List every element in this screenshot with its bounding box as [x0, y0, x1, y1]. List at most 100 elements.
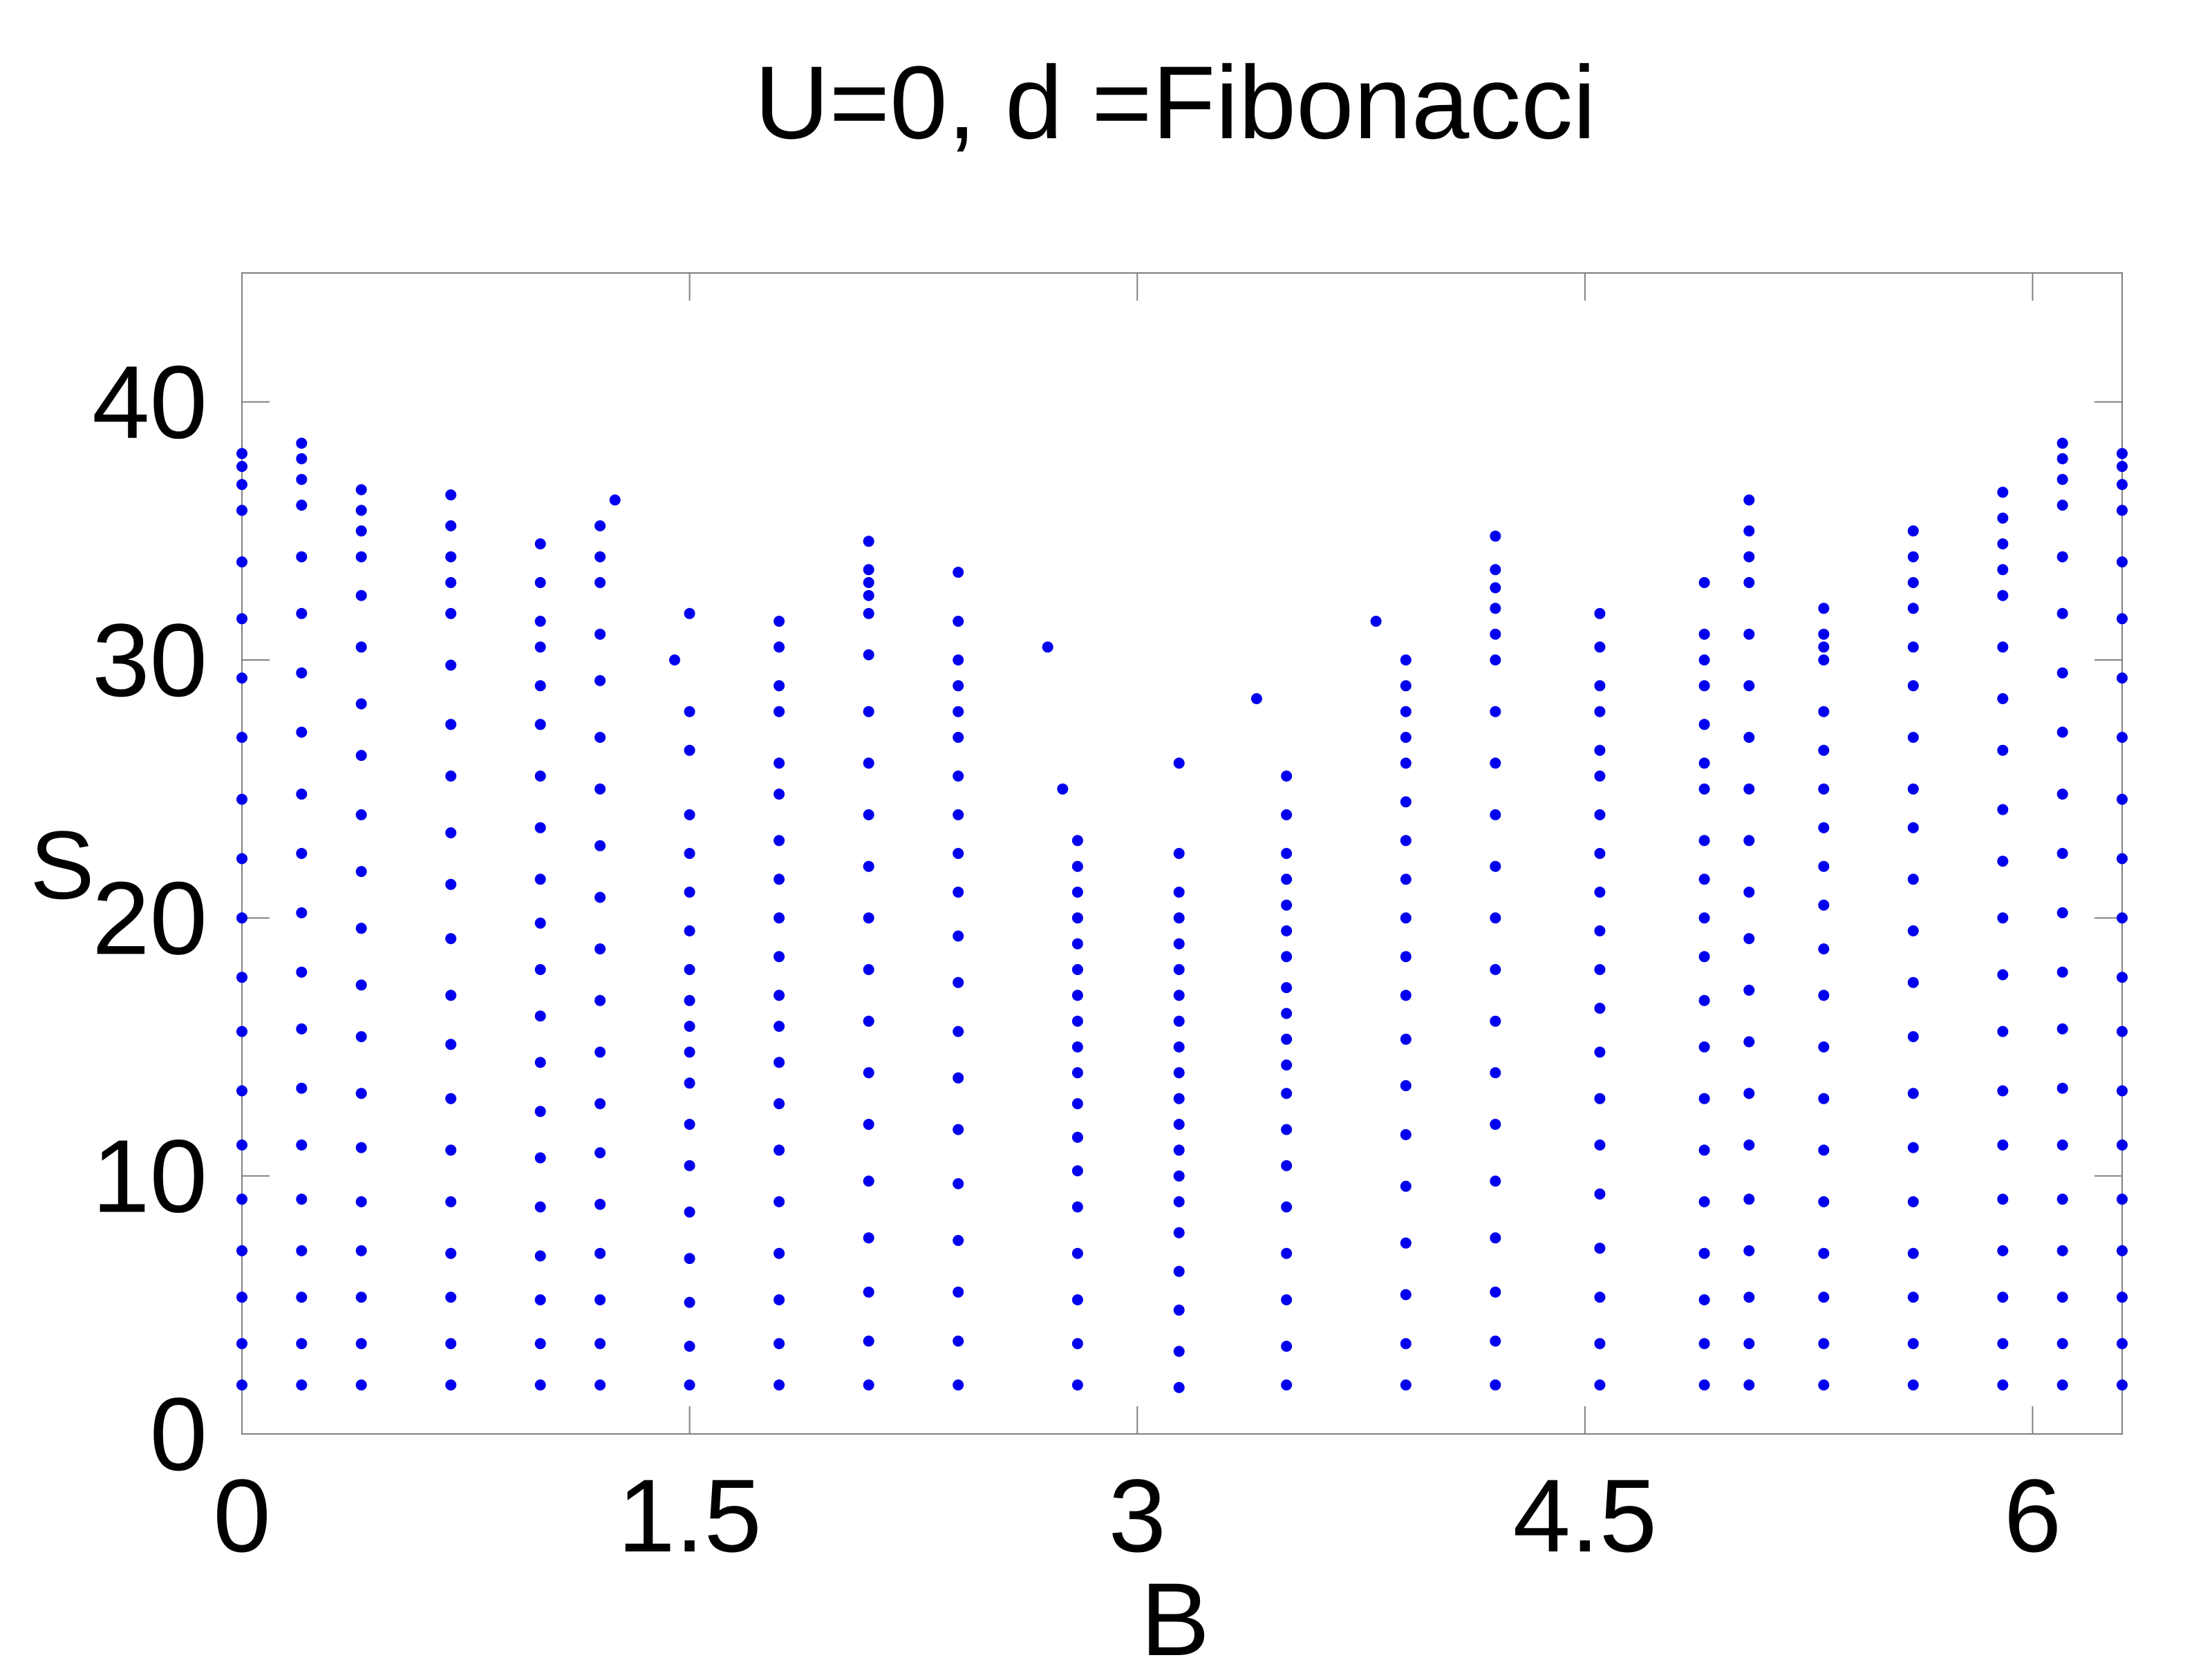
data-point: [953, 771, 964, 782]
data-point: [1698, 783, 1710, 795]
data-point: [863, 649, 874, 661]
data-point: [1400, 1129, 1412, 1140]
data-point: [1818, 654, 1830, 665]
data-point: [1490, 706, 1501, 717]
data-point: [445, 577, 457, 588]
data-point: [1594, 1139, 1606, 1151]
data-point: [1071, 860, 1083, 872]
data-point: [1907, 1196, 1919, 1207]
data-point: [1490, 1286, 1501, 1298]
data-point: [1071, 1098, 1083, 1110]
data-point: [684, 1379, 695, 1391]
data-point: [863, 1232, 874, 1244]
data-point: [1743, 933, 1755, 945]
data-point: [534, 680, 546, 692]
data-point: [1907, 783, 1919, 795]
data-point: [1698, 874, 1710, 885]
data-point: [445, 1093, 457, 1104]
data-point: [296, 453, 308, 464]
data-point: [594, 994, 606, 1006]
data-point: [1173, 912, 1185, 924]
data-point: [2117, 1026, 2128, 1037]
data-point: [669, 654, 680, 665]
data-point: [355, 1196, 367, 1207]
data-point: [236, 1379, 247, 1391]
data-point: [296, 551, 308, 563]
data-point: [684, 1077, 695, 1089]
data-point: [684, 706, 695, 717]
series-12: [236, 964, 2128, 1130]
data-point: [1594, 1046, 1606, 1058]
x-axis-label: B: [1141, 1561, 1210, 1659]
series-6: [236, 607, 2128, 975]
series-17: [236, 1232, 2128, 1277]
data-point: [534, 1338, 546, 1350]
data-point: [534, 641, 546, 653]
data-point: [2056, 1139, 2068, 1151]
data-point: [1173, 1144, 1185, 1156]
data-point: [1818, 1093, 1830, 1104]
data-point: [296, 726, 308, 738]
data-point: [236, 479, 247, 491]
data-point: [1400, 990, 1412, 1001]
data-point: [1997, 1193, 2009, 1205]
data-point: [953, 930, 964, 942]
data-point: [953, 654, 964, 665]
data-point: [355, 979, 367, 991]
data-point: [684, 887, 695, 898]
data-point: [1400, 680, 1412, 692]
data-point: [1281, 1124, 1293, 1135]
data-point: [1173, 1041, 1185, 1052]
data-point: [296, 500, 308, 511]
data-point: [534, 1152, 546, 1164]
data-point: [2056, 907, 2068, 918]
data-point: [1173, 848, 1185, 859]
data-point: [1594, 925, 1606, 936]
series-7: [236, 667, 2128, 1001]
data-point: [1818, 603, 1830, 614]
data-point: [1698, 1247, 1710, 1259]
data-point: [863, 589, 874, 601]
data-point: [1281, 951, 1293, 963]
data-point: [236, 461, 247, 472]
data-point: [1907, 1142, 1919, 1153]
data-point: [1698, 1294, 1710, 1305]
data-point: [1818, 783, 1830, 795]
data-point: [774, 641, 785, 653]
data-point: [863, 607, 874, 619]
data-point: [355, 698, 367, 710]
data-point: [863, 536, 874, 547]
data-point: [1281, 1379, 1293, 1391]
series-15: [236, 1119, 2128, 1207]
y-tick-label: 30: [92, 602, 207, 718]
data-point: [296, 1292, 308, 1303]
data-point: [1698, 1196, 1710, 1207]
data-point: [1698, 835, 1710, 847]
data-point: [684, 1160, 695, 1171]
data-point: [1698, 719, 1710, 730]
data-point: [1490, 564, 1501, 576]
data-point: [1281, 982, 1293, 994]
data-point: [1818, 899, 1830, 911]
data-point: [1400, 951, 1412, 963]
data-point: [2117, 1085, 2128, 1097]
y-axis-label: S: [30, 811, 94, 919]
data-point: [2056, 607, 2068, 619]
data-point: [594, 1294, 606, 1305]
data-point: [1743, 783, 1755, 795]
data-point: [1281, 1201, 1293, 1213]
data-point: [1173, 990, 1185, 1001]
data-point: [1071, 964, 1083, 975]
data-point: [445, 933, 457, 945]
data-point: [774, 835, 785, 847]
data-point: [1818, 641, 1830, 653]
data-point: [1997, 1292, 2009, 1303]
data-point: [355, 750, 367, 762]
data-point: [1743, 984, 1755, 996]
data-point: [1281, 809, 1293, 820]
x-tick-label: 3: [1109, 1457, 1166, 1574]
data-point: [1071, 1067, 1083, 1079]
data-point: [1907, 680, 1919, 692]
data-point: [594, 1198, 606, 1210]
data-point: [1594, 1093, 1606, 1104]
